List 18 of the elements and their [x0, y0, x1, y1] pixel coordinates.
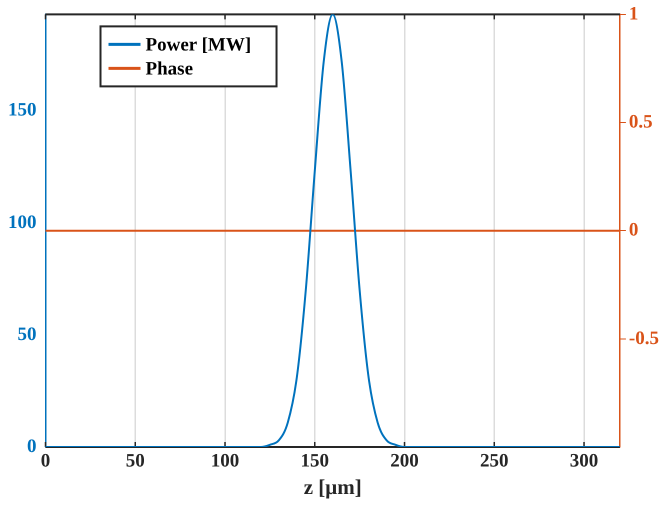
x-tick-label: 300	[570, 450, 598, 472]
y-tick-label: 50	[18, 324, 36, 345]
y2-tick-label: -0.5	[628, 328, 659, 349]
y2-tick-label: 1	[628, 3, 638, 24]
x-tick-label: 50	[126, 450, 145, 472]
y-tick-label: 150	[8, 100, 36, 121]
x-tick-label: 250	[480, 450, 509, 472]
x-tick-label: 200	[390, 450, 419, 472]
legend-label: Power [MW]	[146, 34, 252, 56]
x-tick-label: 150	[300, 450, 330, 472]
y2-tick-label: 0.5	[628, 111, 653, 132]
y2-tick-label: 0	[628, 220, 638, 241]
x-tick-label: 0	[40, 450, 50, 472]
x-axis-title: z [μm]	[304, 474, 362, 499]
y-tick-label: 0	[27, 436, 36, 457]
y-tick-label: 100	[8, 212, 36, 233]
legend-label: Phase	[146, 58, 193, 80]
x-tick-label: 100	[210, 450, 240, 472]
